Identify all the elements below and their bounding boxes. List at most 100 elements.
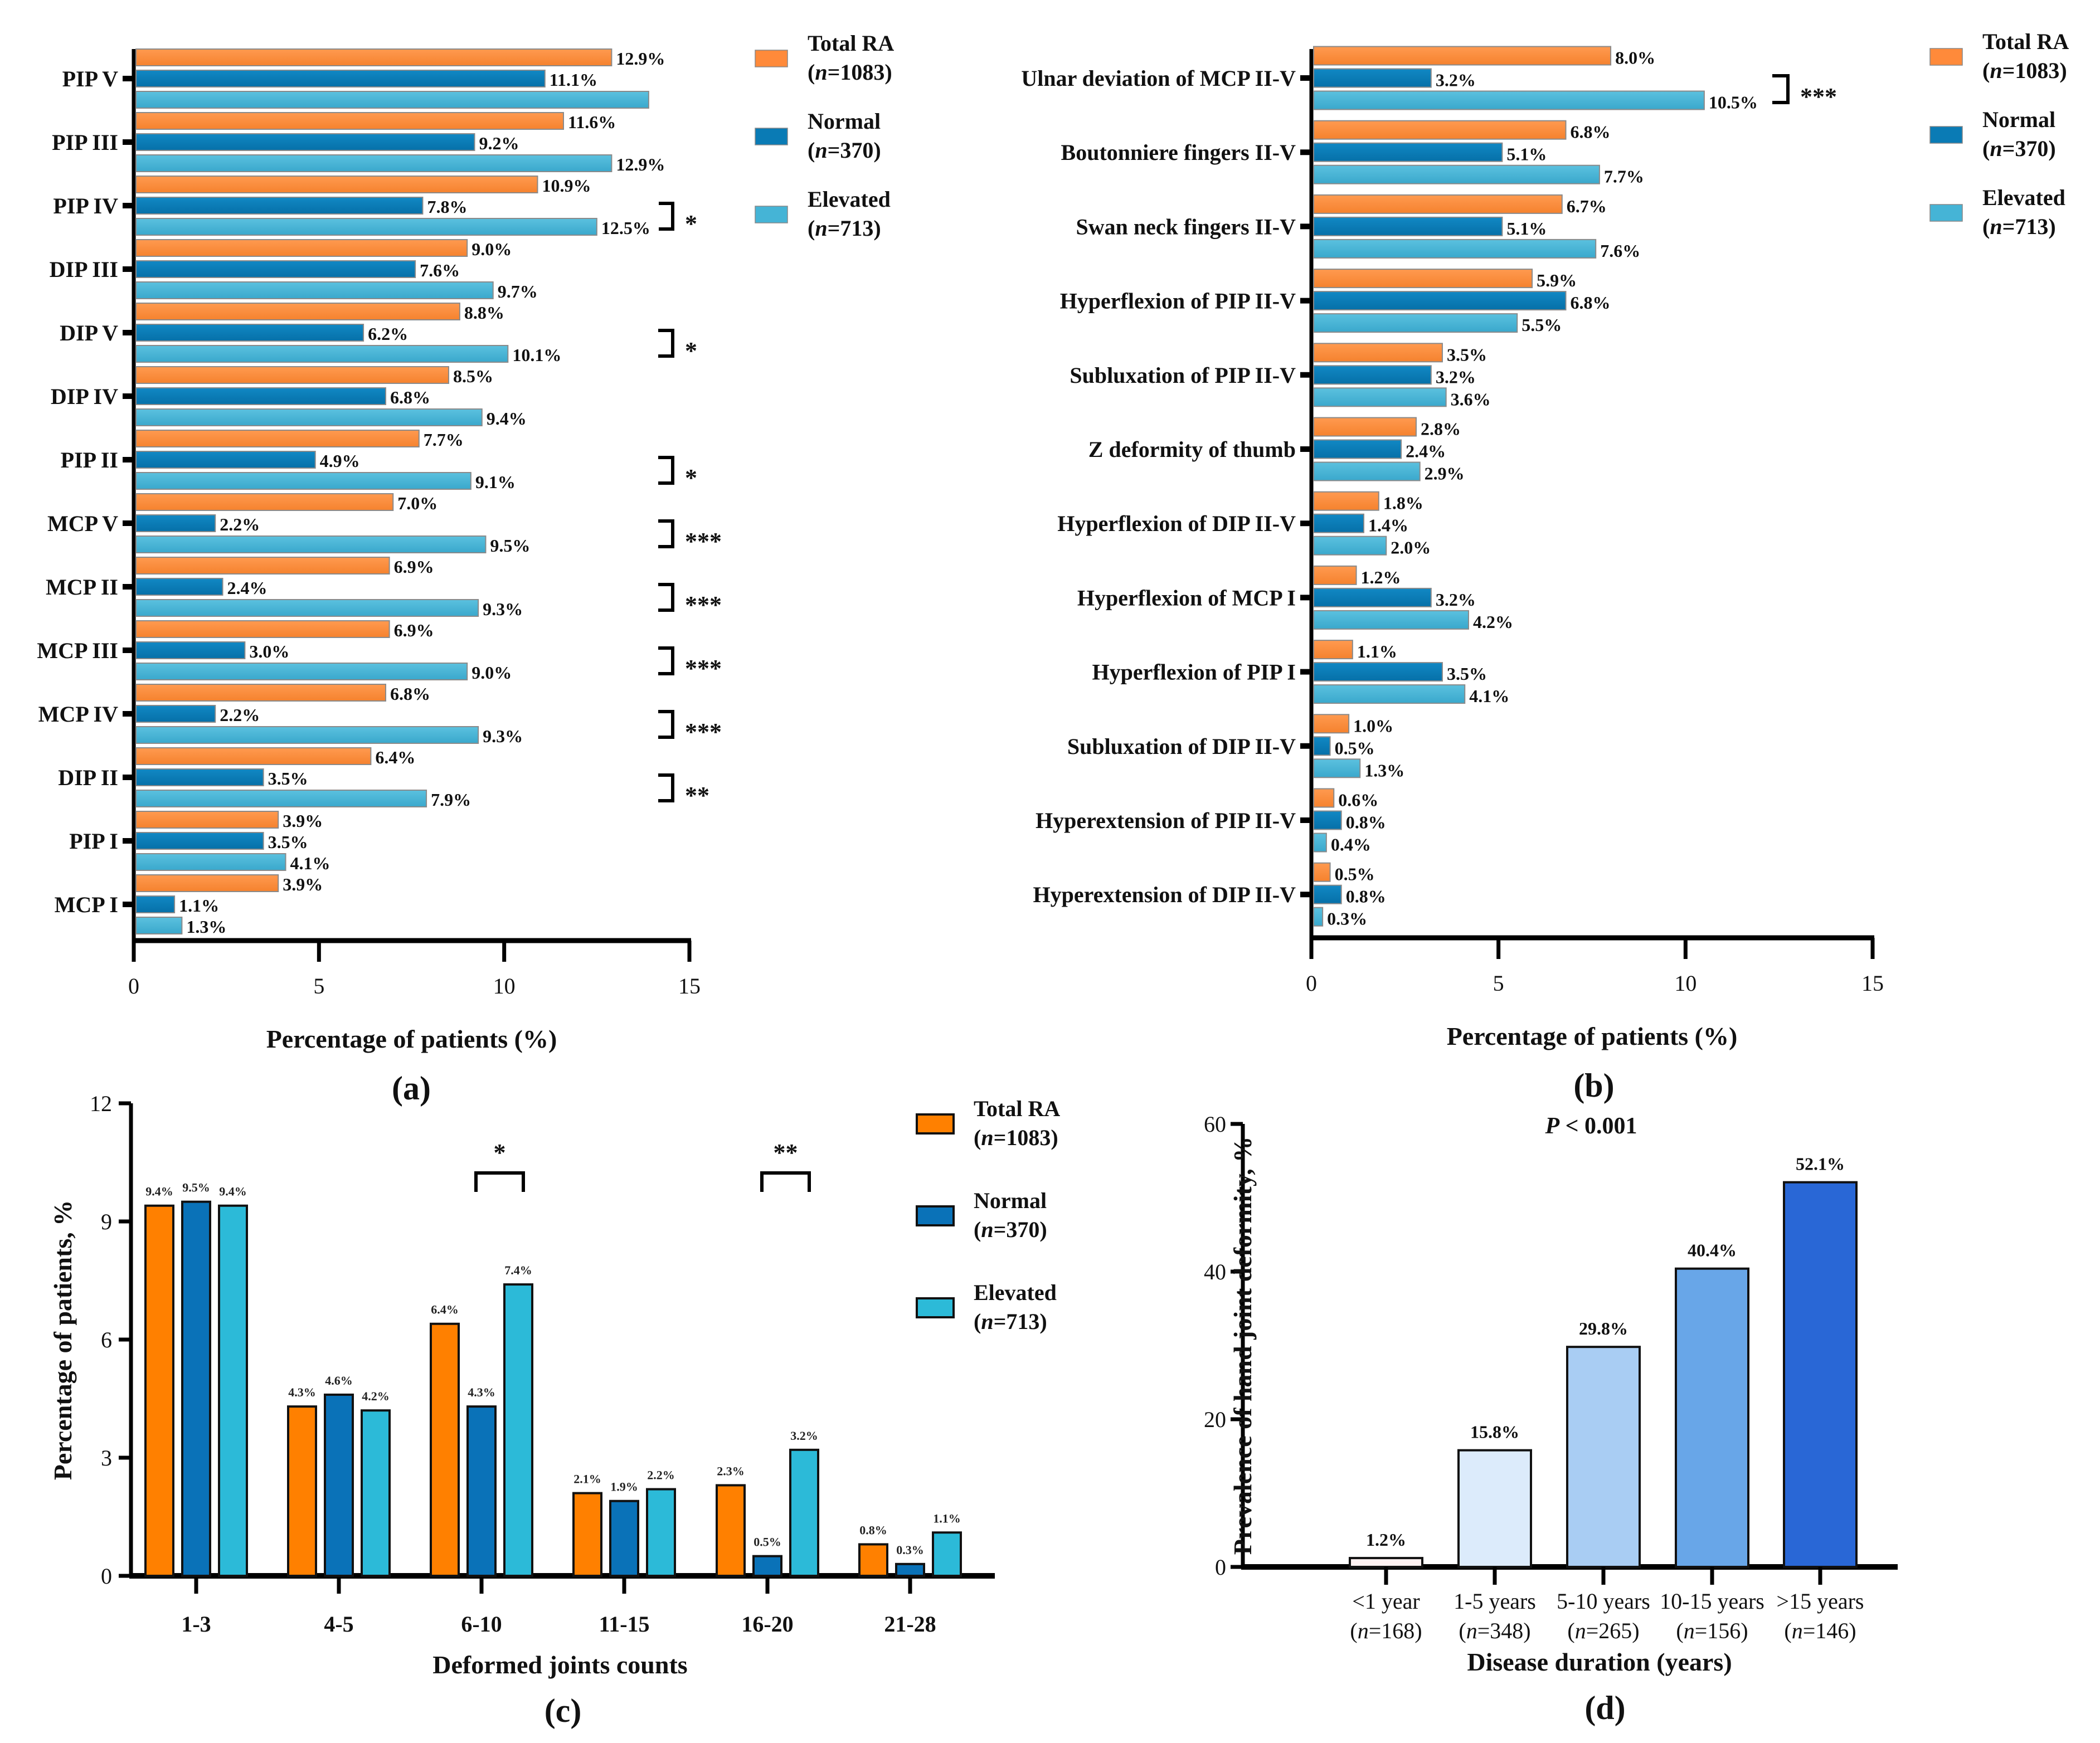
- legend-n-var: n: [1990, 136, 2002, 161]
- category-n-var: n: [1358, 1618, 1369, 1643]
- category-label: PIP I: [69, 829, 118, 854]
- bar-normal: [1313, 365, 1432, 385]
- bar-normal: [1313, 142, 1503, 162]
- bar-value-label: 12.9%: [616, 154, 665, 174]
- bar-value-label: 7.7%: [1604, 167, 1644, 187]
- bar-total: [716, 1484, 746, 1577]
- bar-value-label: 7.6%: [1600, 241, 1640, 261]
- bar-value-label: 1.1%: [179, 895, 219, 916]
- bar-elevated: [1313, 832, 1327, 853]
- bar-value-label: 9.5%: [490, 535, 530, 556]
- bar-value-label: 4.2%: [1473, 612, 1513, 632]
- legend-label-total: Total RA: [808, 31, 894, 56]
- bar-total: [858, 1543, 888, 1577]
- category-label: DIP III: [50, 257, 118, 282]
- bar-value-label: 2.8%: [1421, 419, 1461, 439]
- bar-value-label: 6.9%: [394, 620, 434, 640]
- bar-value-label: 1.1%: [1357, 641, 1397, 661]
- legend-n-open: (: [974, 1217, 981, 1242]
- bar-value-label: 3.5%: [1447, 344, 1487, 364]
- bar-value-label: 5.1%: [1506, 218, 1547, 238]
- bar-value-label: 5.5%: [1521, 315, 1562, 335]
- category-n-value: =265): [1586, 1618, 1640, 1643]
- bar-value-label: 3.2%: [1436, 367, 1476, 387]
- significance-bracket: [659, 202, 674, 231]
- bar-elevated: [135, 917, 183, 934]
- bar-normal: [1313, 513, 1364, 533]
- category-label: 4-5: [324, 1611, 353, 1637]
- x-tick-label: 15: [678, 973, 701, 999]
- category-n: (n=168): [1350, 1618, 1422, 1643]
- bar-elevated: [503, 1283, 533, 1577]
- x-tick-label: 15: [1861, 971, 1884, 996]
- legend-n-value: =1083): [828, 60, 892, 85]
- bar-value-label: 6.2%: [368, 324, 408, 344]
- bar-value-label: 10.5%: [1709, 92, 1758, 113]
- bar-value-label: 3.9%: [283, 874, 323, 894]
- legend-n-value: =370): [994, 1217, 1047, 1242]
- x-tick-label: 0: [1306, 971, 1317, 996]
- significance-mark: *: [685, 210, 697, 237]
- bar-value-label: 4.3%: [288, 1385, 316, 1399]
- legend-n-elevated: (n=713): [1982, 214, 2056, 239]
- bar-value-label: 0.5%: [1335, 864, 1375, 884]
- category-n: (n=156): [1676, 1618, 1748, 1643]
- panel-label: (b): [1573, 1067, 1614, 1104]
- legend-swatch-normal: [916, 1205, 955, 1226]
- bar-elevated: [1313, 907, 1324, 927]
- category-n: (n=146): [1784, 1618, 1856, 1643]
- bar-normal: [135, 895, 176, 913]
- bar: [1566, 1346, 1641, 1568]
- legend-label-normal: Normal: [974, 1188, 1047, 1213]
- significance-mark: *: [685, 464, 697, 491]
- category-label: 16-20: [741, 1611, 793, 1637]
- legend-swatch-elevated: [755, 206, 788, 223]
- legend-label-elevated: Elevated: [974, 1280, 1057, 1305]
- category-label: 6-10: [461, 1611, 502, 1637]
- bar-normal: [135, 324, 364, 342]
- bar-normal: [752, 1555, 782, 1578]
- legend-label-normal: Normal: [1982, 107, 2055, 132]
- bar-elevated: [1313, 758, 1361, 778]
- bar-total: [1313, 640, 1353, 660]
- bar-elevated: [135, 535, 487, 553]
- bar-total: [135, 303, 460, 320]
- y-axis-title: Percentage of patients, %: [48, 1200, 77, 1480]
- bar-total: [135, 112, 565, 130]
- legend-n-value: =370): [2002, 136, 2056, 161]
- category-n-open: (: [1784, 1618, 1791, 1643]
- significance-mark: ***: [685, 655, 722, 682]
- bar-value-label: 3.2%: [790, 1429, 818, 1443]
- bar-value-label: 6.8%: [1571, 293, 1611, 313]
- significance-bracket: [658, 456, 674, 485]
- category-label: 21-28: [884, 1611, 936, 1637]
- bar-normal: [135, 641, 246, 659]
- bar: [1349, 1557, 1423, 1569]
- panel-label: (c): [545, 1692, 582, 1729]
- bar-value-label: 3.5%: [268, 832, 308, 852]
- bar-value-label: 8.0%: [1615, 48, 1655, 68]
- bar-normal: [1313, 884, 1342, 904]
- y-tick-label: 0: [1215, 1555, 1226, 1580]
- category-label: PIP II: [61, 447, 118, 473]
- legend-n-var: n: [815, 60, 827, 85]
- category-label: Ulnar deviation of MCP II-V: [1021, 66, 1296, 91]
- bar-total: [1313, 491, 1379, 511]
- category-label: PIP IV: [53, 193, 118, 218]
- bar-elevated: [135, 599, 479, 617]
- category-n-value: =146): [1803, 1618, 1856, 1643]
- category-label: 11-15: [599, 1611, 649, 1637]
- bar-value-label: 3.2%: [1436, 590, 1476, 610]
- y-axis-title: Prevalence of hand joint deformity, %: [1228, 1137, 1257, 1555]
- bar-value-label: 1.3%: [1364, 760, 1404, 780]
- legend-n-normal: (n=370): [1982, 136, 2056, 161]
- bar-value-label: 2.2%: [220, 705, 260, 725]
- significance-bracket: [474, 1171, 525, 1192]
- bar-value-label: 3.9%: [283, 811, 323, 831]
- bar-value-label: 40.4%: [1688, 1240, 1737, 1260]
- bar-total: [1313, 714, 1350, 734]
- bar-value-label: 3.0%: [249, 641, 289, 661]
- bar-elevated: [1313, 535, 1387, 556]
- bar-value-label: 7.7%: [424, 430, 464, 450]
- category-n-var: n: [1575, 1618, 1586, 1643]
